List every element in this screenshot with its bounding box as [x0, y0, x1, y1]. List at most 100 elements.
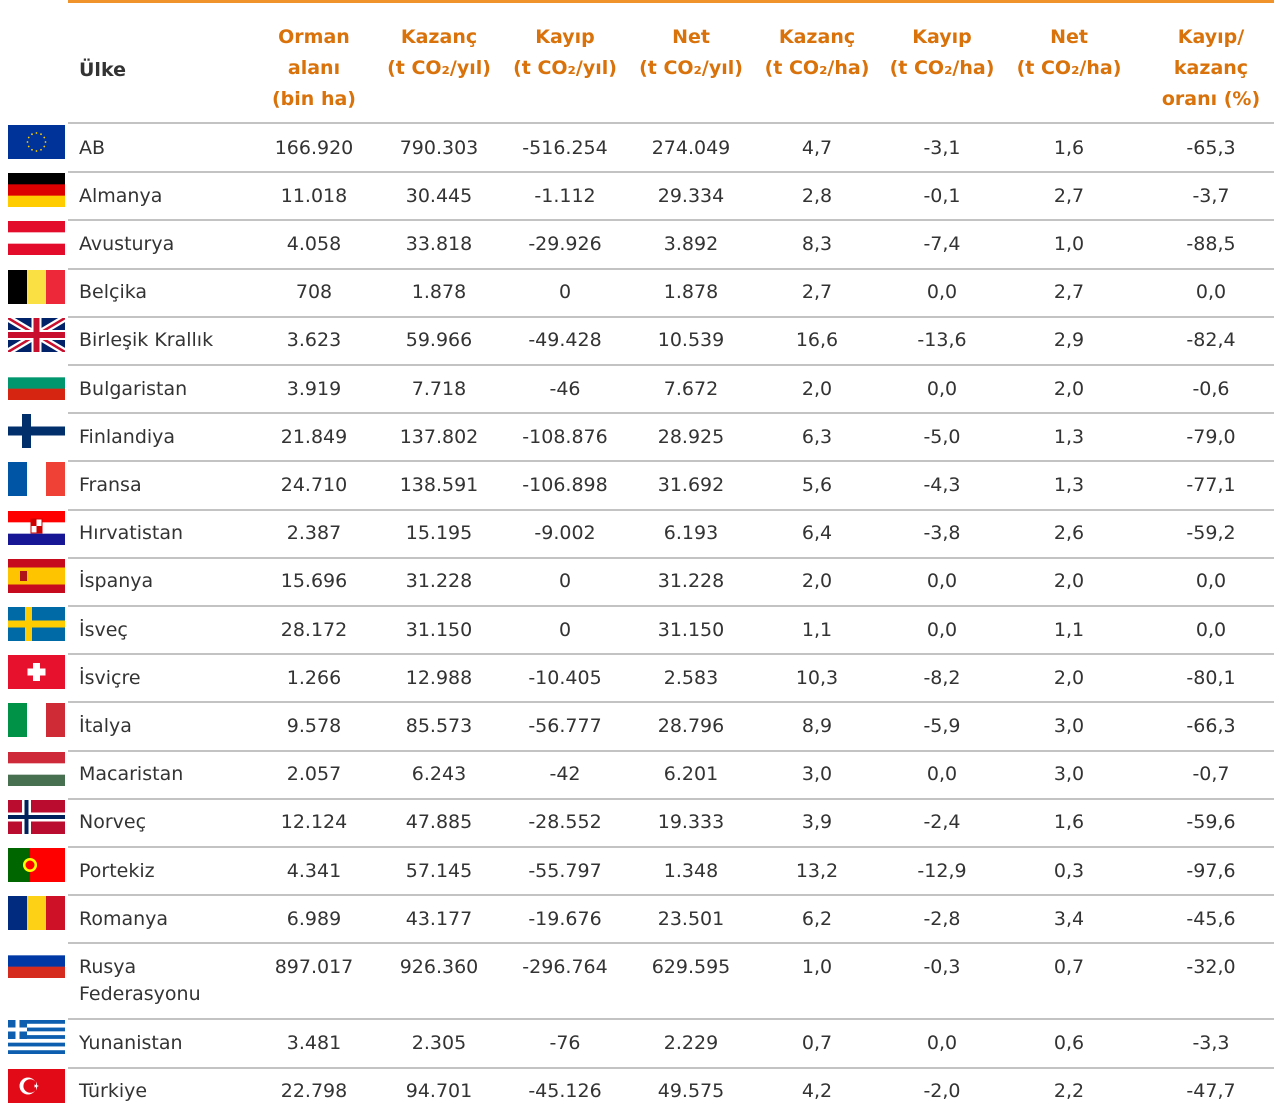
table-cell: 0,7: [801, 1031, 833, 1054]
table-cell: -59,6: [1186, 811, 1236, 834]
country-name: Fransa: [79, 473, 142, 496]
column-header: Kazanç (t CO₂/yıl): [377, 22, 501, 84]
flag: [8, 896, 65, 931]
table-cell: 0,0: [1195, 570, 1227, 593]
table-cell: 2,0: [1053, 570, 1085, 593]
country-name: Romanya: [79, 907, 169, 930]
table-cell: 0,0: [926, 618, 958, 641]
flag: [8, 221, 65, 256]
table-cell: 57.145: [405, 859, 473, 882]
header-line: Ülke: [79, 59, 126, 81]
table-cell: -19.676: [528, 907, 602, 930]
table-cell: 3.481: [286, 1031, 342, 1054]
table-cell: 1.878: [663, 281, 719, 304]
table-cell: -12,9: [917, 859, 967, 882]
country-name: Bulgaristan: [79, 377, 188, 400]
row-divider: [68, 942, 1274, 945]
flag: [8, 317, 65, 352]
table-cell: 2,0: [801, 377, 833, 400]
table-cell: -10.405: [528, 666, 602, 689]
table-cell: -88,5: [1186, 232, 1236, 255]
header-line: Net: [1050, 26, 1088, 48]
table-cell: 24.710: [280, 473, 348, 496]
header-line: Orman: [278, 26, 350, 48]
table-cell: 29.334: [657, 184, 725, 207]
table-cell: 3,0: [1053, 763, 1085, 786]
row-divider: [68, 894, 1274, 897]
table-cell: -79,0: [1186, 425, 1236, 448]
table-cell: 629.595: [651, 955, 731, 978]
table-cell: 22.798: [280, 1080, 348, 1103]
table-cell: 30.445: [405, 184, 473, 207]
country-name: Portekiz: [79, 859, 155, 882]
country-name: Birleşik Krallık: [79, 329, 214, 352]
table-cell: 0,7: [1053, 955, 1085, 978]
table-cell: 9.578: [286, 714, 342, 737]
table-cell: 1,3: [1053, 473, 1085, 496]
table-cell: 6,4: [801, 522, 833, 545]
flag: [8, 848, 65, 882]
table-cell: 31.692: [657, 473, 725, 496]
table-cell: 4,2: [801, 1080, 833, 1103]
country-name: Hırvatistan: [79, 522, 184, 545]
header-line: (t CO₂/yıl): [639, 57, 743, 79]
table-cell: 0,3: [1053, 859, 1085, 882]
row-divider: [68, 315, 1274, 318]
flag: [8, 944, 65, 979]
flag: [8, 607, 65, 641]
row-divider: [68, 267, 1274, 270]
flag: [8, 799, 65, 834]
table-cell: 0,0: [926, 763, 958, 786]
table-cell: 13,2: [795, 859, 839, 882]
table-cell: 2,0: [1053, 377, 1085, 400]
header-line: Kayıp/: [1177, 26, 1245, 48]
column-header: Kazanç (t CO₂/ha): [755, 22, 879, 84]
table-cell: -56.777: [528, 714, 602, 737]
flag: [8, 703, 65, 738]
table-cell: 2,0: [801, 570, 833, 593]
table-cell: 15.696: [280, 570, 348, 593]
table-cell: 28.172: [280, 618, 348, 641]
table-cell: 138.591: [399, 473, 479, 496]
table-cell: 15.195: [405, 522, 473, 545]
table-cell: 3.892: [663, 232, 719, 255]
column-header: Net (t CO₂/yıl): [629, 22, 753, 84]
table-cell: 16,6: [795, 329, 839, 352]
table-cell: 6.201: [663, 763, 719, 786]
header-line: kazanç: [1173, 57, 1249, 79]
table-cell: -8,2: [923, 666, 961, 689]
country-name: İspanya: [79, 570, 154, 593]
flag: [8, 1068, 65, 1103]
header-line: (t CO₂/yıl): [387, 57, 491, 79]
country-name: Türkiye: [79, 1080, 148, 1103]
header-line: Kayıp: [912, 26, 972, 48]
table-cell: -516.254: [522, 136, 608, 159]
table-cell: -82,4: [1186, 329, 1236, 352]
flag: [8, 366, 65, 400]
table-cell: 47.885: [405, 811, 473, 834]
header-line: (t CO₂/ha): [1016, 57, 1122, 79]
header-line: (t CO₂/ha): [889, 57, 995, 79]
table-cell: 2.229: [663, 1031, 719, 1054]
row-divider: [68, 171, 1274, 174]
table-cell: 2.387: [286, 522, 342, 545]
country-name: Almanya: [79, 184, 163, 207]
column-header: Kayıp (t CO₂/ha): [880, 22, 1004, 84]
column-header: Net (t CO₂/ha): [1007, 22, 1131, 84]
table-cell: 4.058: [286, 232, 342, 255]
table-cell: 23.501: [657, 907, 725, 930]
table-cell: 21.849: [280, 425, 348, 448]
table-cell: 4.341: [286, 859, 342, 882]
table-cell: 11.018: [280, 184, 348, 207]
table-cell: 3,0: [801, 763, 833, 786]
table-cell: 85.573: [405, 714, 473, 737]
table-cell: -2,0: [923, 1080, 961, 1103]
flag: [8, 751, 65, 786]
table-cell: 2,7: [1053, 281, 1085, 304]
table-cell: -3,1: [923, 136, 961, 159]
row-divider: [68, 460, 1274, 463]
table-cell: -65,3: [1186, 136, 1236, 159]
table-cell: 0,0: [926, 377, 958, 400]
table-cell: -97,6: [1186, 859, 1236, 882]
table-cell: 28.796: [657, 714, 725, 737]
